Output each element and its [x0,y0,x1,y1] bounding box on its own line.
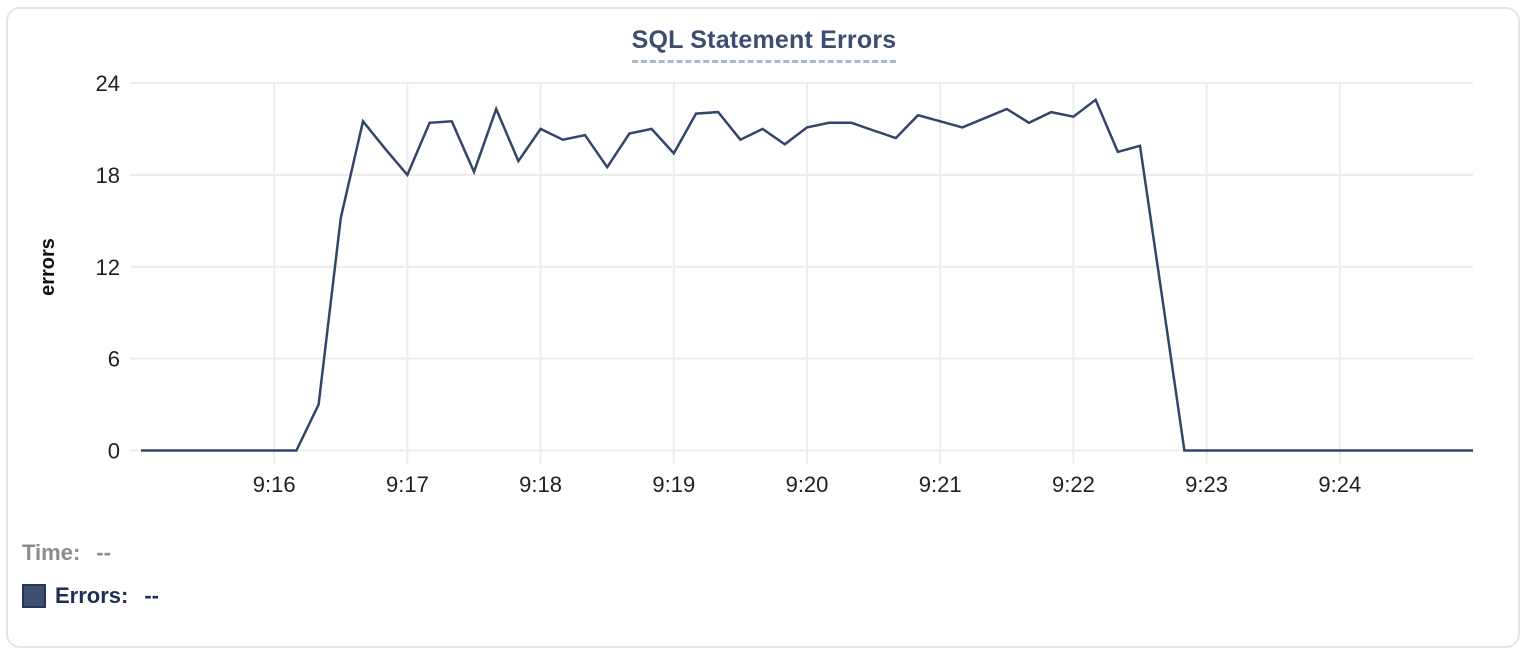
y-axis-title: errors [36,238,59,296]
x-tick-label: 9:23 [1185,472,1228,497]
plot-area[interactable] [141,83,1473,451]
x-tick-label: 9:17 [386,472,429,497]
chart-title[interactable]: SQL Statement Errors [631,26,897,63]
time-value: -- [96,540,111,565]
x-tick-label: 9:24 [1318,472,1361,497]
x-tick-label: 9:18 [519,472,562,497]
time-readout-row: Time: -- [22,540,159,566]
errors-readout-row: Errors: -- [22,583,159,609]
y-tick-label: 12 [96,255,120,280]
y-tick-label: 6 [108,347,120,372]
x-tick-label: 9:20 [786,472,829,497]
errors-label: Errors: [55,583,129,608]
y-tick-label: 0 [108,439,120,464]
x-tick-label: 9:16 [253,472,296,497]
errors-legend-swatch-icon [22,584,46,608]
time-label: Time: [22,540,81,565]
errors-line-series [141,97,1473,452]
chart-card [6,7,1520,648]
errors-chart: 0 6 12 18 24 9:16 9:17 9:18 9:19 9:20 9:21 9:22 9:23… [96,71,1473,497]
x-tick-label: 9:21 [919,472,962,497]
errors-value: -- [144,583,160,608]
x-tick-label: 9:19 [652,472,695,497]
y-tick-label: 18 [96,163,120,188]
x-tick-label: 9:22 [1052,472,1095,497]
chart-header: SQL Statement Errors [0,26,1528,63]
hover-readout-legend: Time: -- Errors: -- [22,540,159,609]
y-tick-label: 24 [96,71,120,96]
